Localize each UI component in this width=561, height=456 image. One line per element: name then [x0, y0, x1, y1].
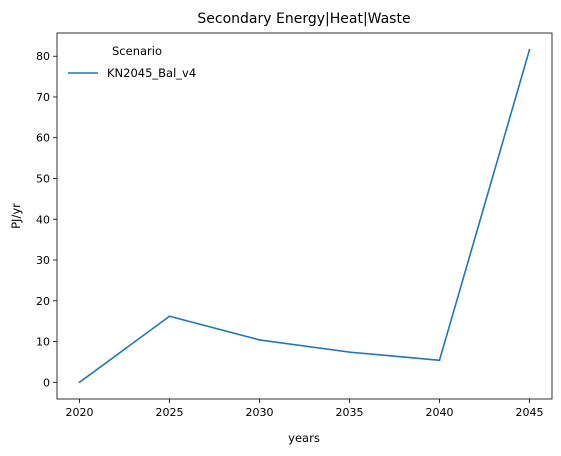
data-point — [168, 315, 171, 318]
y-tick-label: 30 — [36, 254, 50, 267]
x-axis: 2020 2025 2030 2035 2040 2045 — [66, 399, 544, 419]
chart-title: Secondary Energy|Heat|Waste — [197, 11, 410, 27]
y-tick-label: 10 — [36, 336, 50, 349]
y-tick-label: 70 — [36, 91, 50, 104]
x-axis-label: years — [288, 431, 320, 445]
y-axis-label: PJ/yr — [9, 203, 23, 229]
y-axis: 0 10 20 30 40 50 60 70 80 — [36, 50, 57, 389]
data-point — [78, 381, 81, 384]
y-tick-label: 60 — [36, 132, 50, 145]
data-point — [528, 48, 531, 51]
series-layer — [78, 48, 531, 384]
y-tick-label: 20 — [36, 295, 50, 308]
y-tick-label: 80 — [36, 50, 50, 63]
data-point — [258, 339, 261, 341]
legend: Scenario KN2045_Bal_v4 — [68, 44, 196, 80]
x-tick-label: 2025 — [156, 406, 184, 419]
y-tick-label: 0 — [43, 376, 50, 389]
legend-title: Scenario — [112, 44, 162, 58]
data-point — [348, 351, 351, 354]
x-tick-label: 2040 — [426, 406, 454, 419]
plot-frame — [56, 32, 553, 400]
x-tick-label: 2045 — [516, 406, 544, 419]
y-tick-label: 40 — [36, 213, 50, 226]
x-tick-label: 2035 — [336, 406, 364, 419]
data-point — [438, 359, 441, 362]
x-tick-label: 2030 — [246, 406, 274, 419]
legend-entry-label: KN2045_Bal_v4 — [107, 66, 196, 80]
x-tick-label: 2020 — [66, 406, 94, 419]
y-tick-label: 50 — [36, 173, 50, 186]
series-line — [79, 49, 531, 383]
